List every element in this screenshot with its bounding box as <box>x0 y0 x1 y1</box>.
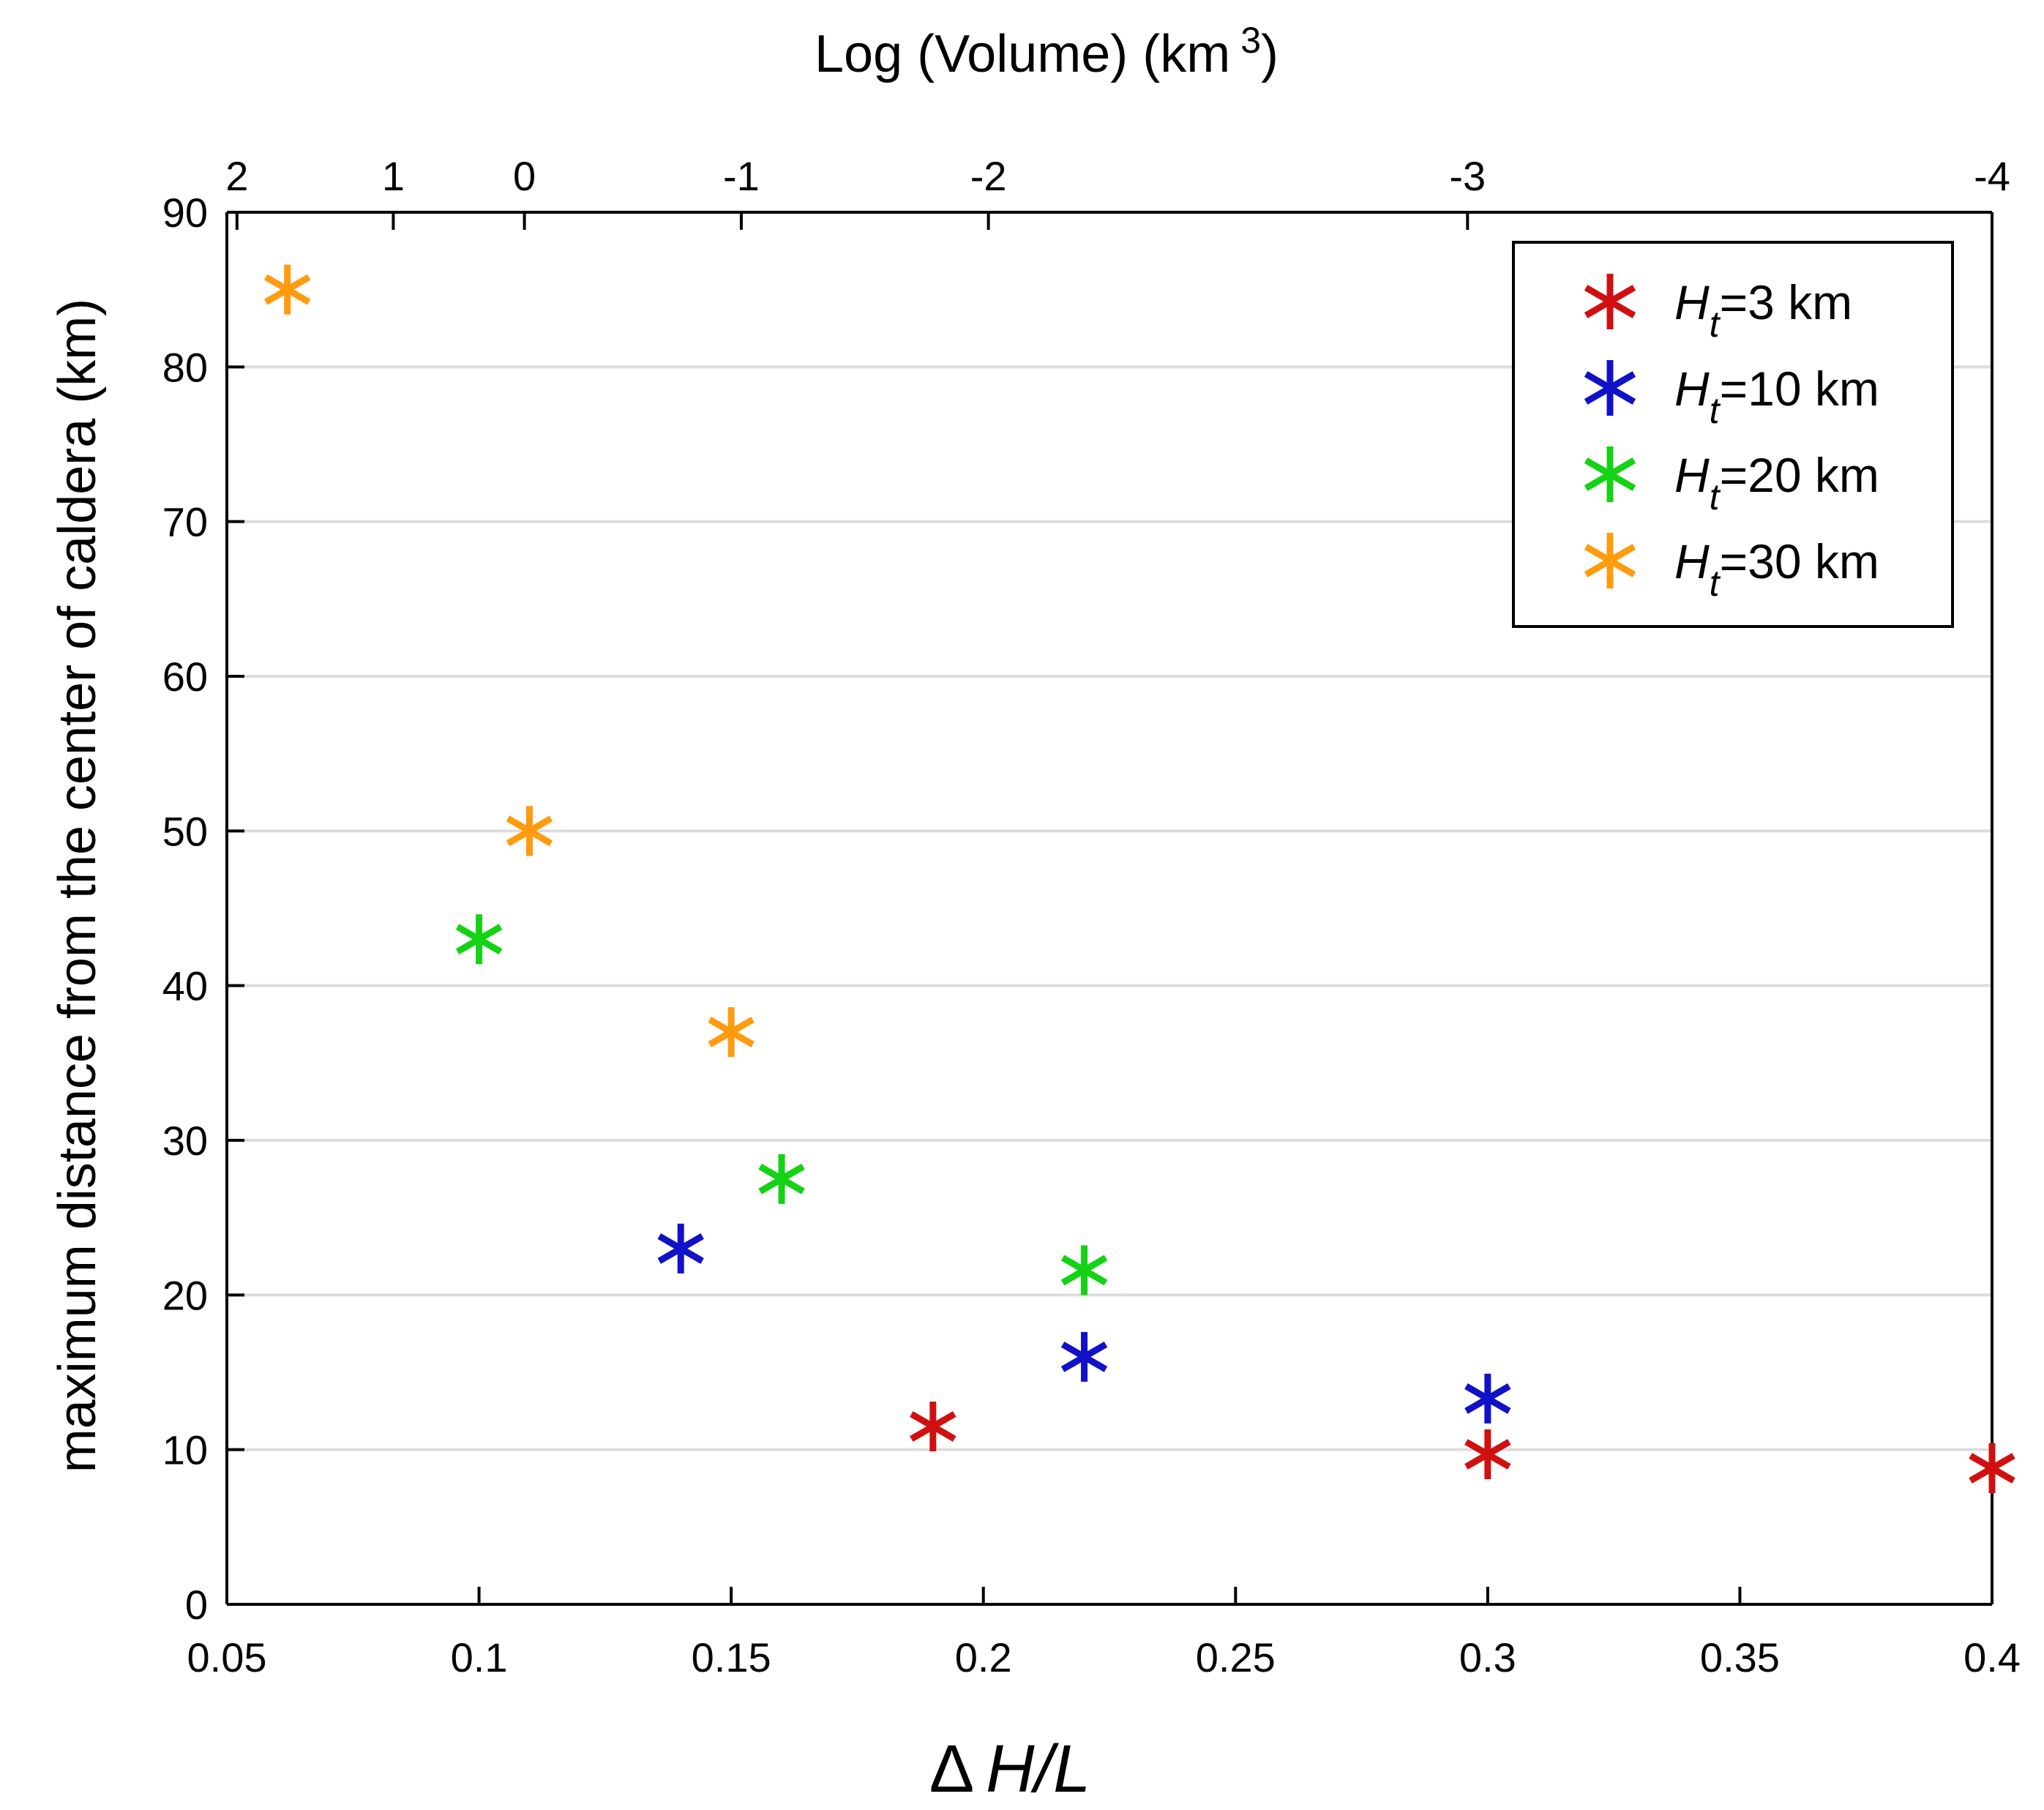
data-point <box>1464 1429 1511 1480</box>
x-tick-label: 0.2 <box>955 1634 1012 1680</box>
data-point <box>1464 1373 1511 1424</box>
data-points <box>264 264 2015 1494</box>
y-tick-label: 20 <box>162 1272 208 1318</box>
top-tick-label: 0 <box>513 153 536 199</box>
data-point <box>1060 1245 1108 1295</box>
x-tick-label: 0.4 <box>1963 1634 2021 1680</box>
legend-marker <box>1584 274 1636 329</box>
y-tick-label: 80 <box>162 344 208 390</box>
legend-label: Ht=3 km <box>1674 275 1852 345</box>
data-point <box>1060 1331 1108 1382</box>
legend: Ht=3 km Ht=10 km Ht=20 km Ht=30 km <box>1512 241 1954 628</box>
y-tick-label: 60 <box>162 654 208 700</box>
x-axis-title: Δ H/L <box>929 1732 1091 1806</box>
y-axis-title: maximum distance from the center of cald… <box>48 299 107 1473</box>
top-tick-label: -1 <box>723 153 760 199</box>
y-tick-label: 50 <box>162 808 208 854</box>
y-tick-label: 10 <box>162 1427 208 1473</box>
data-point <box>910 1401 957 1451</box>
data-point <box>264 264 311 315</box>
top-tick-label: 2 <box>225 153 248 199</box>
legend-label: Ht=20 km <box>1674 448 1879 517</box>
legend-marker <box>1584 533 1636 588</box>
x-tick-label: 0.35 <box>1700 1634 1780 1680</box>
data-point <box>455 914 503 965</box>
x-tick-label: 0.15 <box>692 1634 771 1680</box>
data-point <box>708 1007 755 1058</box>
data-point <box>657 1223 704 1274</box>
x-tick-label: 0.3 <box>1459 1634 1516 1680</box>
legend-label: Ht=30 km <box>1674 534 1879 604</box>
y-tick-label: 30 <box>162 1118 208 1164</box>
top-tick-label: 1 <box>382 153 405 199</box>
top-tick-label: -2 <box>970 153 1007 199</box>
legend-marker <box>1584 446 1636 502</box>
axes-layer <box>225 211 1994 1606</box>
y-tick-label: 70 <box>162 499 208 545</box>
x-tick-label: 0.25 <box>1196 1634 1276 1680</box>
y-tick-label: 90 <box>162 190 208 236</box>
grid-layer <box>227 365 1992 1451</box>
legend-label: Ht=10 km <box>1674 362 1879 431</box>
legend-marker <box>1584 360 1636 416</box>
x-tick-label: 0.1 <box>451 1634 508 1680</box>
legend-box <box>1512 241 1954 628</box>
y-tick-label: 0 <box>185 1582 208 1628</box>
data-point <box>758 1153 805 1204</box>
data-point <box>1969 1443 2015 1494</box>
y-tick-label: 40 <box>162 963 208 1009</box>
top-tick-label: -4 <box>1974 153 2010 199</box>
x-tick-label: 0.05 <box>187 1634 267 1680</box>
top-axis-title: Log (Volume) (km 3) <box>815 20 1279 83</box>
data-point <box>506 806 553 856</box>
ticks-layer: 0.05 0.1 0.15 0.2 0.25 0.3 0.35 0.4010203040506… <box>162 153 2021 1680</box>
top-tick-label: -3 <box>1449 153 1486 199</box>
